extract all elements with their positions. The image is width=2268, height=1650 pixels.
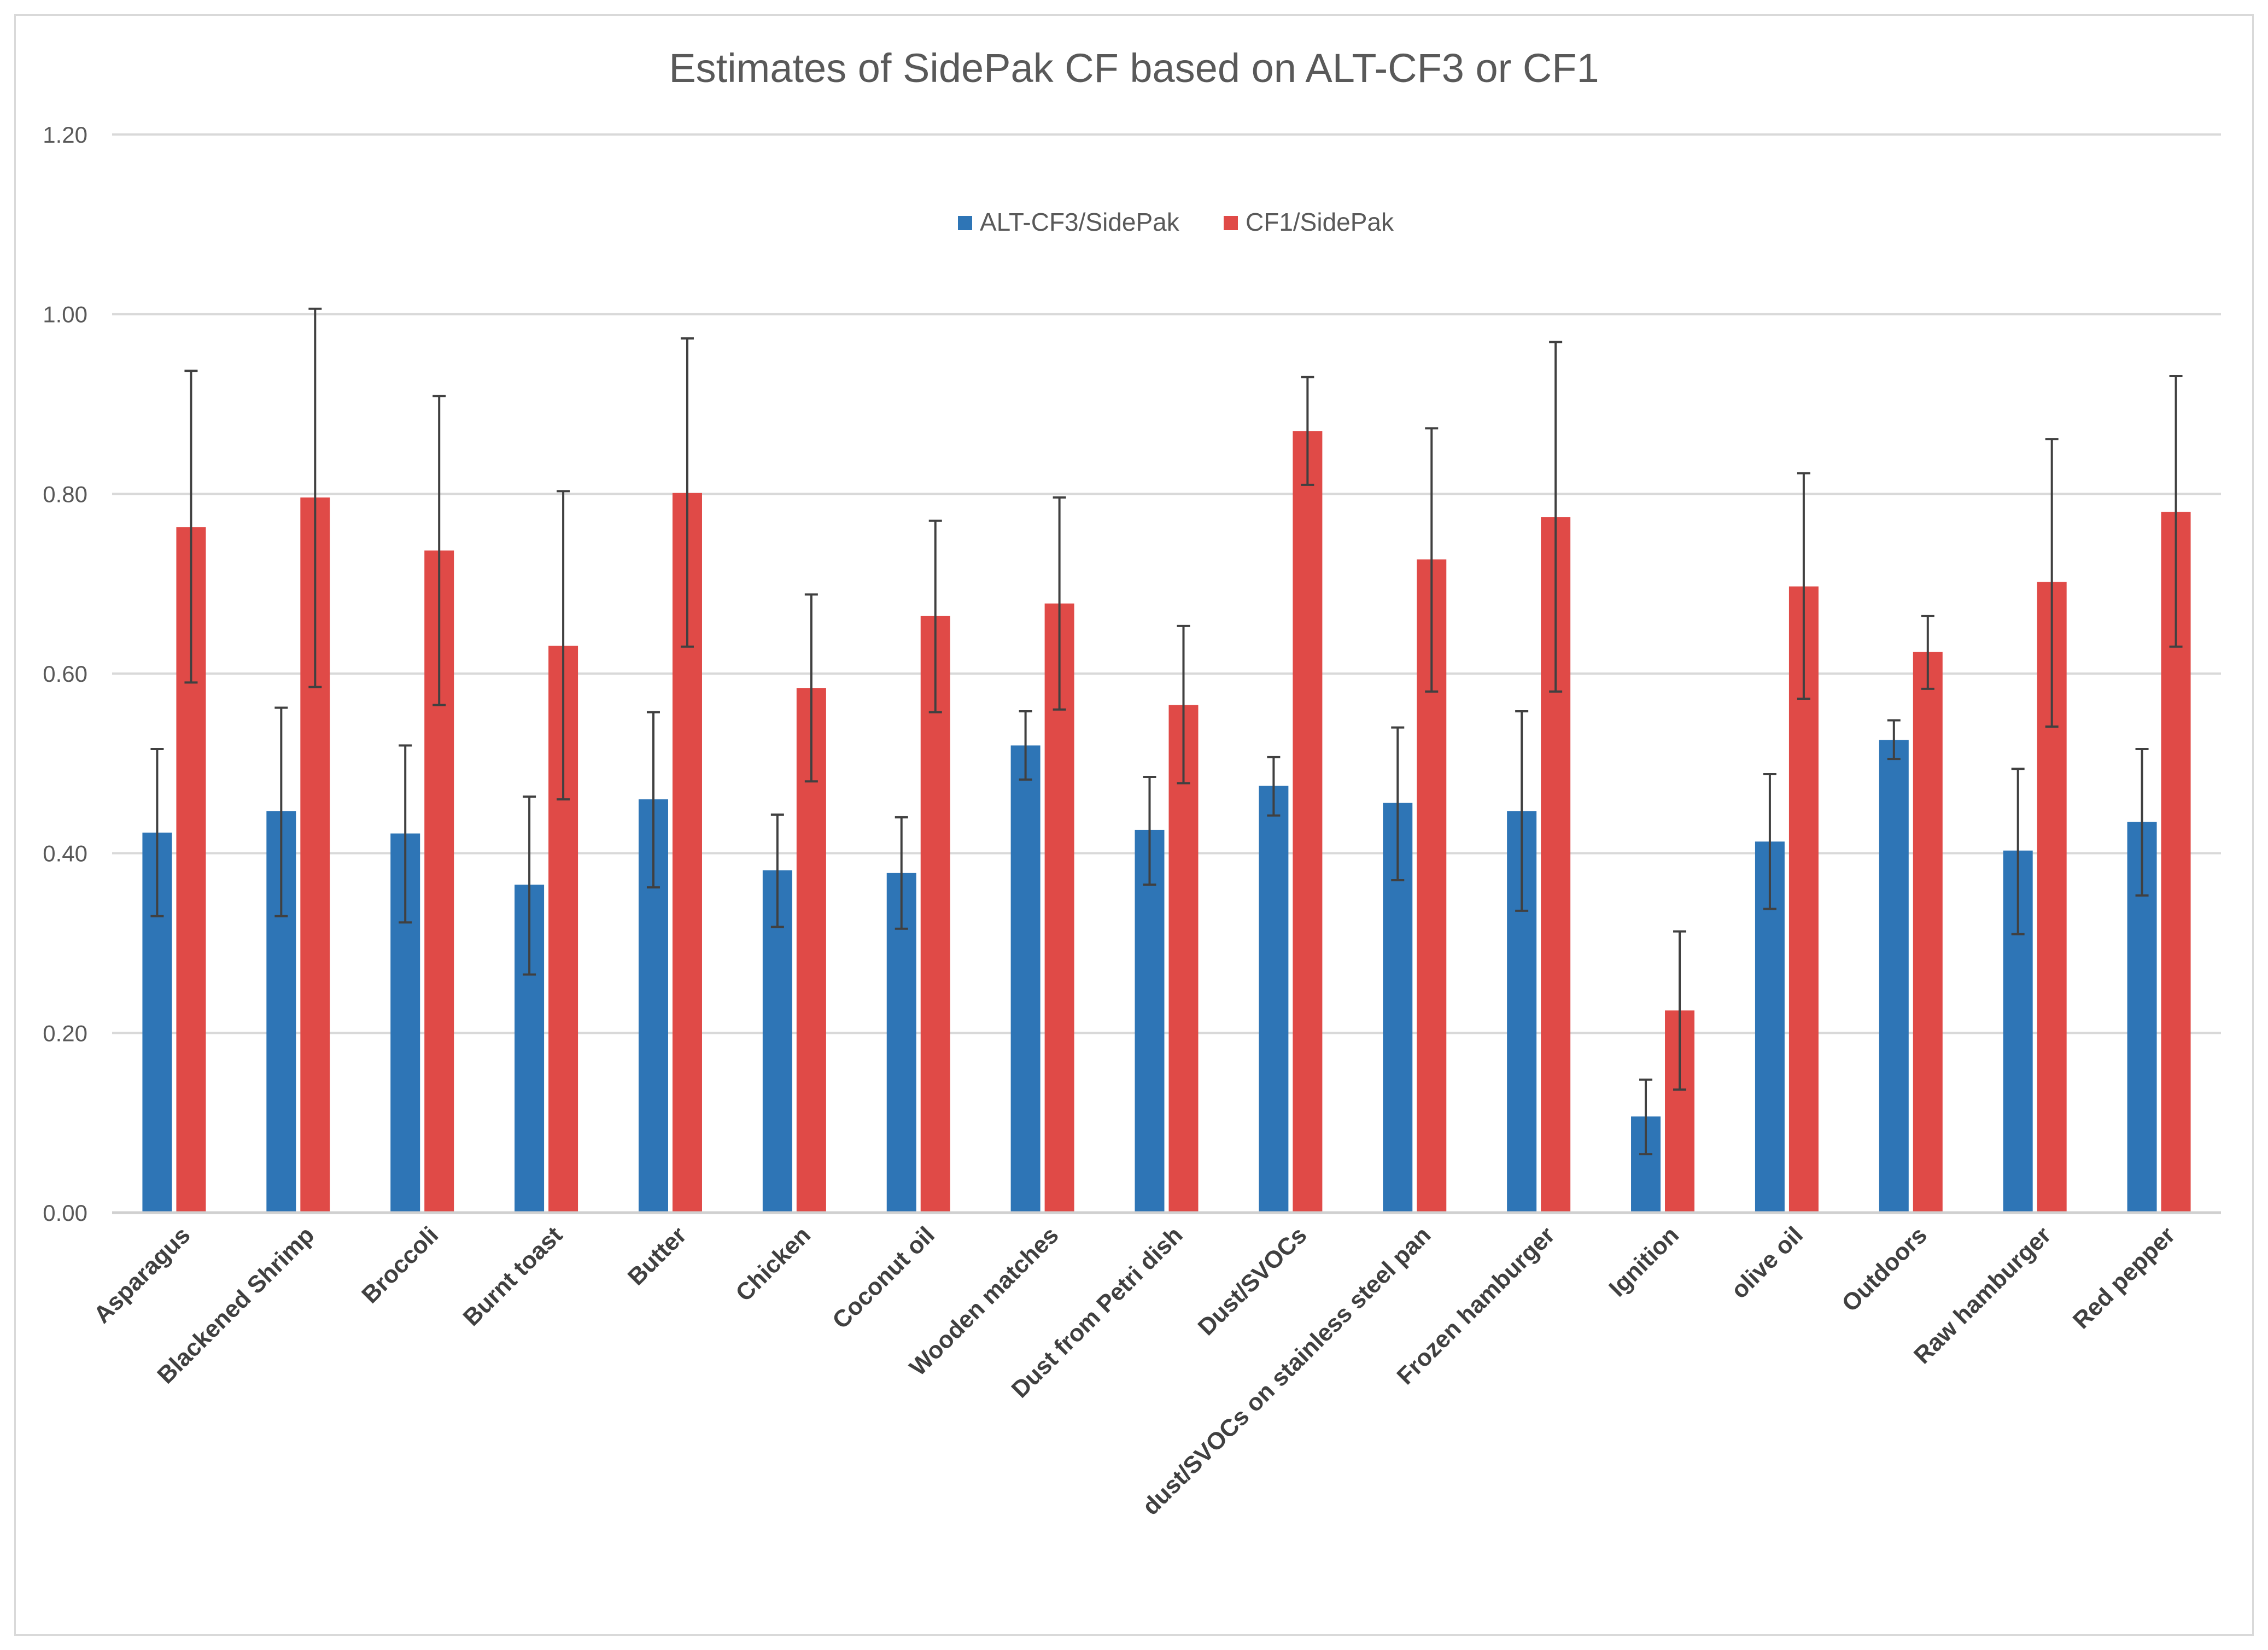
bar-cf1 — [1168, 705, 1199, 1213]
legend: ALT-CF3/SidePak CF1/SidePak — [958, 208, 1394, 236]
error-bar — [1177, 624, 1190, 785]
error-bar — [1515, 710, 1529, 912]
bars — [142, 431, 2191, 1213]
legend-label-cf1: CF1/SidePak — [1246, 208, 1394, 236]
category-label: Outdoors — [1837, 1221, 1932, 1317]
error-bar — [1763, 773, 1776, 910]
category-label: Coconut oil — [827, 1221, 940, 1334]
y-tick-label: 0.40 — [43, 841, 87, 867]
gridlines — [112, 133, 2221, 1034]
error-bar — [1019, 710, 1032, 781]
error-bar — [1887, 719, 1901, 760]
bar-alt-cf3 — [1879, 740, 1909, 1213]
legend-swatch-alt-cf3 — [958, 216, 972, 230]
error-bar — [680, 337, 694, 648]
y-tick-label: 0.60 — [43, 661, 87, 687]
error-bar — [557, 490, 570, 801]
error-bar — [1053, 496, 1066, 711]
error-bar — [2045, 438, 2059, 728]
error-bar — [646, 711, 660, 889]
category-label: Asparagus — [89, 1221, 195, 1328]
error-bars — [150, 307, 2183, 1156]
bar-cf1 — [1293, 431, 1323, 1213]
chart-title: Estimates of SidePak CF based on ALT-CF3… — [669, 45, 1599, 91]
category-label: Raw hamburger — [1909, 1221, 2056, 1369]
error-bar — [1391, 726, 1405, 881]
error-bar — [184, 370, 198, 684]
category-label: Burnt toast — [458, 1221, 568, 1331]
error-bar — [1301, 376, 1314, 486]
error-bar — [1425, 427, 1439, 693]
error-bar — [804, 593, 818, 783]
error-bar — [308, 307, 322, 688]
category-label: Dust/SVOCs — [1193, 1221, 1312, 1341]
y-tick-label: 0.80 — [43, 481, 87, 507]
error-bar — [399, 744, 412, 924]
bar-alt-cf3 — [1135, 829, 1165, 1213]
error-bar — [1267, 756, 1281, 817]
legend-swatch-cf1 — [1224, 216, 1238, 230]
error-bar — [150, 748, 164, 917]
error-bar — [1673, 930, 1687, 1091]
y-tick-label: 1.20 — [43, 122, 87, 148]
error-bar — [1921, 615, 1934, 690]
error-bar — [2169, 375, 2183, 648]
y-tick-label: 0.20 — [43, 1020, 87, 1046]
error-bar — [770, 814, 784, 928]
y-tick-label: 1.00 — [43, 302, 87, 327]
error-bar — [928, 519, 942, 713]
error-bar — [523, 795, 536, 976]
category-label: Chicken — [730, 1221, 816, 1307]
error-bar — [1639, 1078, 1653, 1156]
y-tick-label: 0.00 — [43, 1200, 87, 1226]
error-bar — [895, 816, 908, 930]
bar-alt-cf3 — [1259, 786, 1289, 1213]
bar-alt-cf3 — [1010, 745, 1041, 1213]
error-bar — [1549, 341, 1563, 693]
error-bar — [2011, 768, 2025, 935]
error-bar — [274, 706, 288, 917]
error-bar — [432, 395, 446, 706]
bar-cf1 — [920, 616, 950, 1213]
category-label: Butter — [623, 1221, 692, 1290]
category-label: Broccoli — [356, 1221, 443, 1308]
y-axis-ticks: 0.00 0.20 0.40 0.60 0.80 1.00 1.20 — [43, 122, 87, 1226]
legend-label-alt-cf3: ALT-CF3/SidePak — [980, 208, 1180, 236]
category-label: olive oil — [1726, 1221, 1808, 1303]
category-label: Red pepper — [2068, 1221, 2181, 1334]
error-bar — [1797, 472, 1810, 700]
bar-cf1 — [1913, 652, 1943, 1213]
category-label: Ignition — [1604, 1221, 1684, 1302]
error-bar — [2135, 748, 2149, 897]
error-bar — [1143, 775, 1156, 886]
